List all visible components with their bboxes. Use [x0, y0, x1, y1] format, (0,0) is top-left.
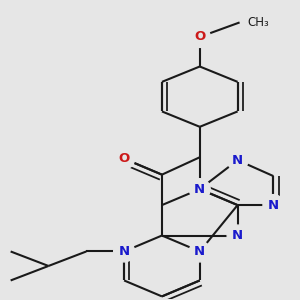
- Text: N: N: [232, 229, 243, 242]
- Text: N: N: [268, 199, 279, 212]
- Text: N: N: [118, 245, 130, 258]
- Circle shape: [114, 148, 135, 169]
- Circle shape: [227, 150, 248, 171]
- Text: O: O: [118, 152, 130, 165]
- Circle shape: [189, 241, 210, 262]
- Circle shape: [227, 225, 248, 246]
- Circle shape: [263, 195, 284, 215]
- Circle shape: [114, 241, 135, 262]
- Text: N: N: [194, 183, 205, 196]
- Text: O: O: [194, 30, 206, 44]
- Text: N: N: [232, 154, 243, 166]
- Circle shape: [189, 26, 210, 47]
- Circle shape: [189, 179, 210, 200]
- Text: CH₃: CH₃: [248, 16, 269, 29]
- Text: N: N: [194, 245, 205, 258]
